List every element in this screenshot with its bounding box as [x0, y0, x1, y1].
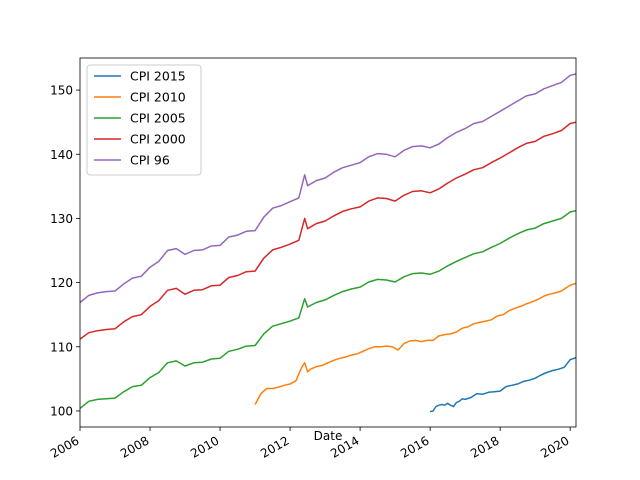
y-tick-label: 110: [50, 340, 73, 354]
legend-label: CPI 2000: [130, 132, 186, 147]
series-line-cpi-2015: [429, 356, 577, 413]
y-tick-label: 100: [50, 404, 73, 418]
series-layer: [79, 73, 577, 413]
series-line-cpi-2000: [79, 121, 577, 340]
legend-label: CPI 96: [130, 153, 170, 168]
legend-label: CPI 2010: [130, 90, 186, 105]
series-line-cpi-96: [79, 73, 577, 304]
legend-label: CPI 2015: [130, 69, 186, 84]
x-axis-label: Date: [314, 429, 343, 443]
legend-box: [86, 64, 202, 176]
series-line-cpi-2005: [79, 209, 577, 409]
series-line-cpi-2010: [254, 282, 577, 405]
y-ticks: 100 110 120 130 140 150: [50, 84, 80, 418]
legend-label: CPI 2005: [130, 111, 186, 126]
y-tick-label: 140: [50, 148, 73, 162]
y-tick-label: 150: [50, 84, 73, 98]
legend: CPI 2015 CPI 2010 CPI 2005 CPI 2000 CPI 96: [86, 64, 202, 176]
plot-frame: [79, 57, 577, 428]
y-tick-label: 130: [50, 212, 73, 226]
y-tick-label: 120: [50, 276, 73, 290]
